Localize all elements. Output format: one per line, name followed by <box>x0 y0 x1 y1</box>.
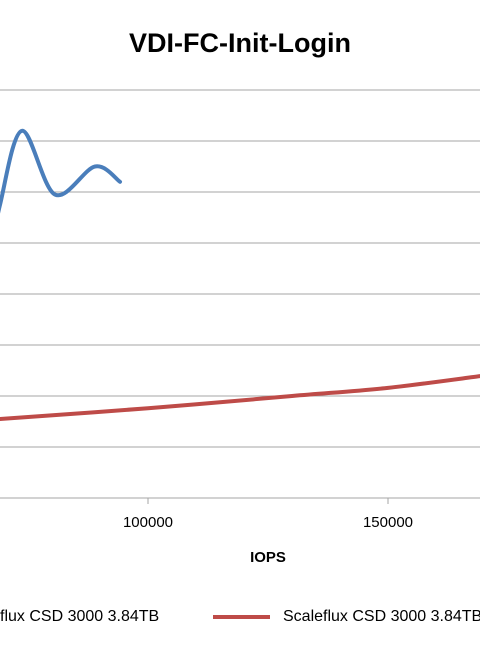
legend-label: Scaleflux CSD 3000 3.84TB <box>0 608 159 625</box>
legend-label: Scaleflux CSD 3000 3.84TB <box>283 608 480 625</box>
chart-title: VDI-FC-Init-Login <box>129 28 351 58</box>
series-line <box>0 128 123 214</box>
x-tick-label: 100000 <box>123 514 173 531</box>
series-line <box>0 374 480 421</box>
x-tick-label: 150000 <box>363 514 413 531</box>
x-axis-title: IOPS <box>250 549 286 566</box>
